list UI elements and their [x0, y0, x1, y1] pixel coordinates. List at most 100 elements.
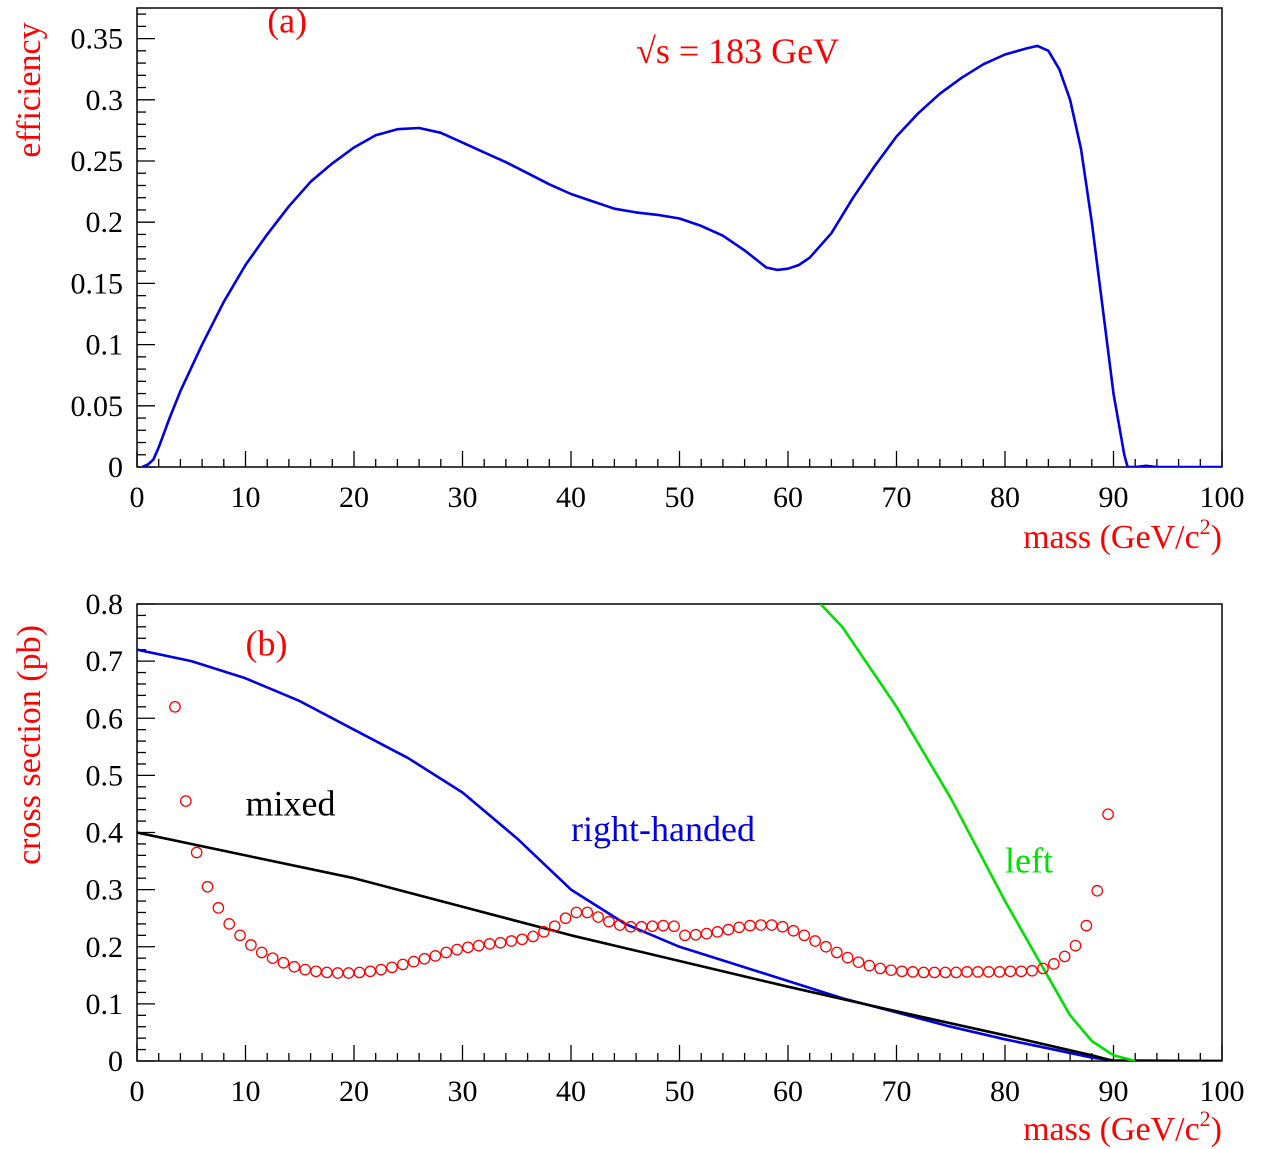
data-point-marker	[505, 935, 518, 947]
data-point-marker	[765, 919, 778, 931]
data-point-marker	[733, 921, 746, 934]
data-point-marker	[787, 924, 800, 937]
data-point-marker	[559, 912, 572, 925]
x-tick-label: 10	[231, 481, 261, 514]
data-point-marker	[917, 966, 930, 979]
data-point-marker	[820, 940, 832, 953]
data-point-marker	[396, 958, 409, 971]
data-point-marker	[798, 929, 811, 942]
data-point-marker	[353, 966, 366, 979]
y-tick-label: 0.4	[86, 817, 124, 850]
data-point-marker	[527, 930, 539, 943]
y-tick-label: 0.3	[86, 84, 124, 117]
data-point-marker	[1047, 958, 1060, 970]
x-tick-label: 90	[1099, 1075, 1129, 1108]
x-tick-label: 10	[231, 1075, 261, 1108]
x-tick-label: 70	[882, 1075, 912, 1108]
plot-area	[137, 604, 1222, 1061]
x-tick-label: 100	[1200, 481, 1245, 514]
data-point-marker	[950, 966, 963, 979]
data-point-marker	[744, 919, 756, 932]
data-point-marker	[755, 919, 767, 931]
data-point-marker	[993, 966, 1006, 978]
annotation-label: mixed	[246, 783, 336, 823]
data-point-marker	[874, 962, 887, 975]
data-point-marker	[896, 965, 908, 978]
data-point-marker	[548, 920, 561, 933]
annotation-label: right-handed	[571, 809, 755, 849]
data-point-marker	[581, 906, 594, 919]
data-point-marker	[1026, 964, 1038, 977]
data-point-marker	[1004, 965, 1017, 978]
data-point-marker	[852, 956, 865, 969]
y-tick-label: 0.3	[86, 874, 124, 907]
efficiency-chart: 0 10 20 30 40 50 60 70 80 90 100 0 0.05 0.1 0.15 0.2 0.2…	[11, 0, 1245, 556]
data-point-marker	[961, 966, 973, 978]
data-point-marker	[1058, 950, 1071, 963]
data-point-marker	[679, 929, 691, 942]
data-point-marker	[830, 946, 843, 959]
x-tick-label: 100	[1200, 1075, 1245, 1108]
y-tick-label: 0.5	[86, 759, 124, 792]
data-point-marker	[809, 935, 821, 947]
x-tick-label: 60	[773, 1075, 803, 1108]
data-point-marker	[234, 929, 246, 942]
data-point-marker	[288, 960, 301, 973]
y-tick-label: 0.1	[86, 329, 124, 362]
series-line-mixed	[137, 831, 1222, 1061]
data-point-marker	[646, 920, 659, 933]
data-point-marker	[321, 966, 333, 979]
data-point-marker	[972, 966, 984, 978]
x-tick-label: 60	[773, 481, 803, 514]
data-point-marker	[331, 967, 344, 979]
x-tick-label: 50	[665, 1075, 695, 1108]
x-tick-label: 90	[1099, 481, 1129, 514]
x-tick-label: 30	[448, 481, 478, 514]
data-point-marker	[364, 965, 377, 978]
y-tick-label: 0.7	[86, 645, 124, 678]
data-point-marker	[169, 700, 181, 713]
data-point-marker	[201, 880, 214, 893]
series-line--0000e0	[141, 44, 1222, 467]
data-point-marker	[1015, 965, 1028, 978]
data-point-marker	[266, 952, 279, 965]
data-point-marker	[375, 963, 387, 976]
y-tick-label: 0	[108, 451, 123, 484]
data-point-marker	[1091, 884, 1104, 897]
data-point-marker	[212, 902, 225, 914]
y-tick-label: 0.15	[71, 267, 124, 300]
data-point-marker	[310, 965, 322, 978]
data-point-marker	[689, 928, 702, 941]
data-point-marker	[299, 963, 312, 976]
y-tick-label: 0.2	[86, 206, 124, 239]
data-point-marker	[223, 918, 236, 930]
data-point-marker	[668, 920, 680, 933]
annotation-label: (b)	[246, 623, 288, 663]
annotation-label: left	[1005, 840, 1053, 880]
x-tick-label: 40	[556, 481, 586, 514]
cross-section-chart: 0 10 20 30 40 50 60 70 80 90 100 0 0.1 0.2 0.3 0.4 0.5 0.…	[11, 588, 1245, 1148]
data-point-marker	[603, 915, 615, 928]
data-point-marker	[418, 952, 431, 965]
y-tick-label: 0.2	[86, 931, 124, 964]
x-tick-label: 80	[990, 1075, 1020, 1108]
plot-area	[141, 44, 1222, 467]
annotation-label: √s = 183 GeV	[636, 31, 839, 71]
data-point-marker	[462, 941, 474, 954]
data-point-marker	[179, 795, 192, 807]
y-tick-label: 0.05	[71, 390, 124, 423]
data-point-marker	[841, 951, 854, 964]
data-point-marker	[570, 906, 583, 919]
plot-frame	[136, 7, 1223, 468]
y-tick-label: 0.6	[86, 702, 124, 735]
data-point-marker	[1102, 808, 1114, 821]
data-point-marker	[885, 964, 897, 977]
data-point-marker	[613, 919, 626, 931]
y-tick-label: 0.25	[71, 145, 124, 178]
data-point-marker	[472, 939, 485, 952]
data-point-marker	[483, 938, 496, 950]
data-point-marker	[592, 911, 604, 923]
data-point-marker	[982, 966, 995, 978]
data-point-marker	[386, 961, 398, 974]
